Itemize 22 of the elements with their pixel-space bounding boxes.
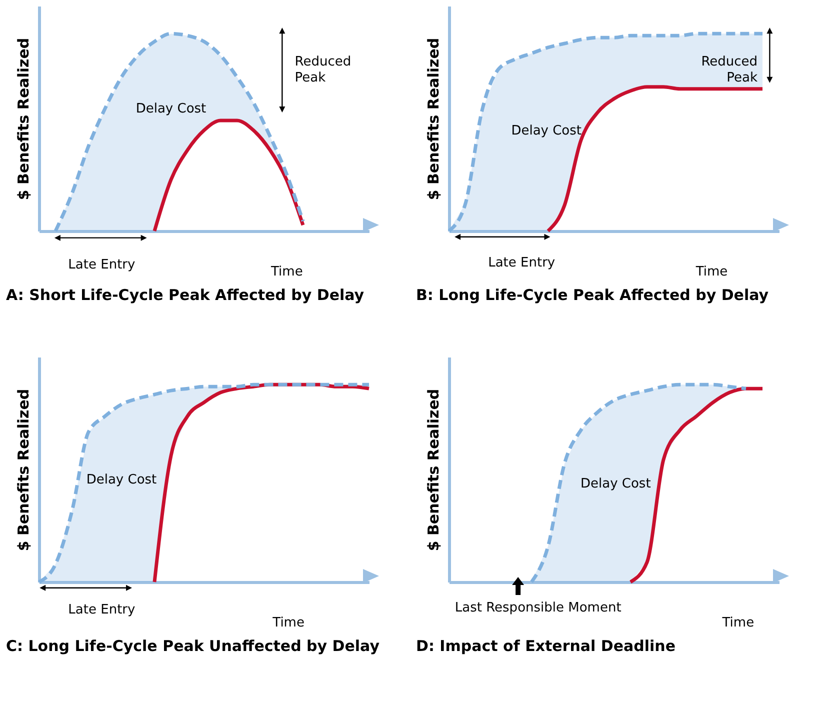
y-axis-title: $ Benefits Realized [14,38,32,200]
y-axis-title: $ Benefits Realized [424,388,442,552]
y-axis-title: $ Benefits Realized [424,38,442,200]
text: Late Entry [488,256,556,271]
annotation: Delay Cost [136,102,206,117]
annotation: Delay Cost [580,476,651,492]
x-axis-title: Time [721,616,754,630]
text: A: Short Life-Cycle Peak Affected by Delay [6,286,364,304]
x-axis-title: Time [272,616,304,630]
annotation: Delay Cost [86,472,157,488]
text: Late Entry [68,602,136,618]
text: Late Entry [68,258,136,273]
annotation: Reduced Peak [701,54,758,86]
x-axis-title: Time [270,264,303,280]
text: Last Responsible Moment [454,600,622,616]
text: D: Impact of External Deadline [416,637,676,655]
text: B: Long Life-Cycle Peak Affected by Delay [416,286,769,304]
annotation: Delay Cost [511,123,582,138]
y-axis-title: $ Benefits Realized [14,388,32,552]
annotation: Reduced Peak [294,54,352,86]
text: C: Long Life-Cycle Peak Unaffected by Delay [6,637,380,655]
x-axis-title: Time [694,264,728,280]
